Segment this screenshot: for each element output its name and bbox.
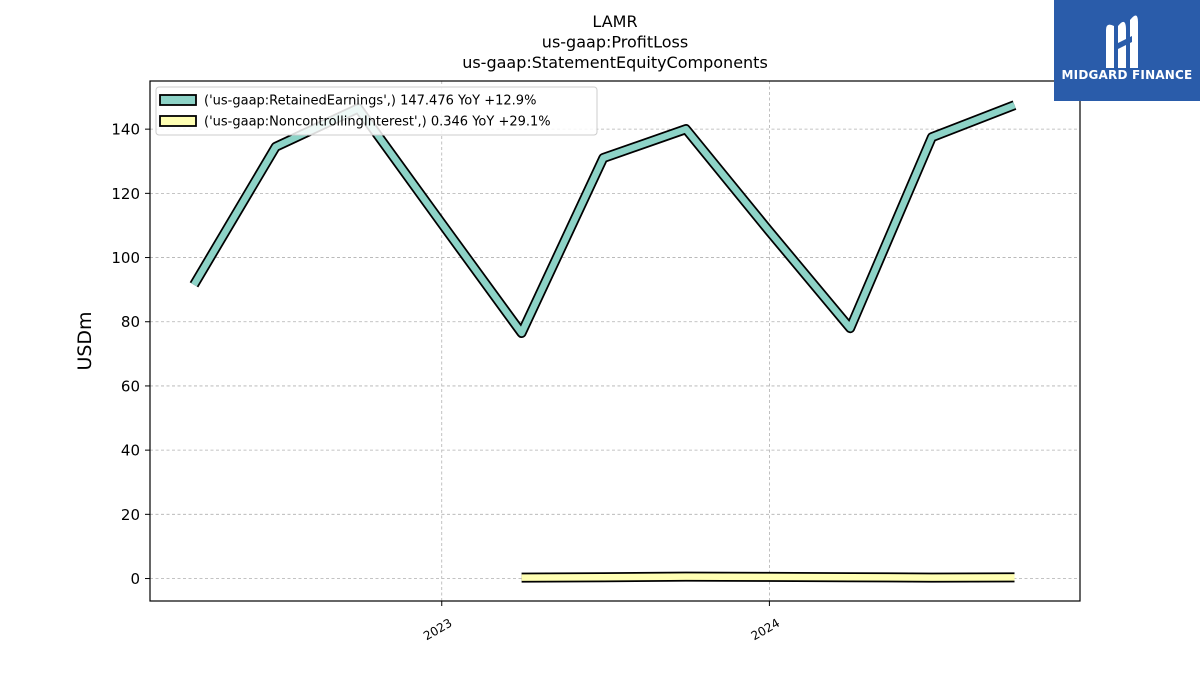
legend-swatch-0 <box>159 94 197 106</box>
series-0-outline <box>189 100 1017 338</box>
midgard-finance-logo: MIDGARD FINANCE <box>1054 0 1200 101</box>
y-tick-label: 40 <box>121 442 140 460</box>
series-0-line <box>189 100 1017 338</box>
legend-swatch-1 <box>159 115 197 127</box>
legend-box <box>155 86 598 136</box>
series-0-stroke <box>191 102 1016 337</box>
title-line-2: us-gaap:StatementEquityComponents <box>462 53 768 72</box>
y-axis: 0 20 40 60 80 100 120 140 <box>111 121 150 588</box>
y-tick-label: 120 <box>111 185 140 203</box>
title-line-0: LAMR <box>592 12 637 31</box>
grid <box>150 81 1080 601</box>
legend-label-0: ('us-gaap:RetainedEarnings',) 147.476 Yo… <box>204 94 536 109</box>
x-axis: 2023 2024 <box>421 601 782 643</box>
plot-frame <box>149 80 1081 602</box>
series-1-stroke <box>521 573 1015 581</box>
legend-label-1: ('us-gaap:NoncontrollingInterest',) 0.34… <box>204 115 551 130</box>
x-tick-label: 2024 <box>749 616 782 643</box>
chart-title: LAMR us-gaap:ProfitLossus-gaap:StatementE… <box>462 12 768 72</box>
logo-mark-icon <box>1106 15 1138 69</box>
y-tick-label: 140 <box>111 121 140 139</box>
title-line-1: us-gaap:ProfitLoss <box>542 33 688 52</box>
y-tick-label: 80 <box>121 313 140 331</box>
x-tick-label: 2023 <box>421 616 454 643</box>
y-tick-label: 20 <box>121 506 140 524</box>
logo-text: MIDGARD FINANCE <box>1061 68 1193 82</box>
y-axis-label: USDm <box>74 311 96 370</box>
legend: ('us-gaap:RetainedEarnings',) 147.476 Yo… <box>155 86 598 136</box>
y-tick-label: 0 <box>130 570 140 588</box>
y-tick-label: 100 <box>111 249 140 267</box>
series-layer <box>189 100 1017 583</box>
series-1-line <box>521 571 1015 583</box>
y-tick-label: 60 <box>121 377 140 395</box>
